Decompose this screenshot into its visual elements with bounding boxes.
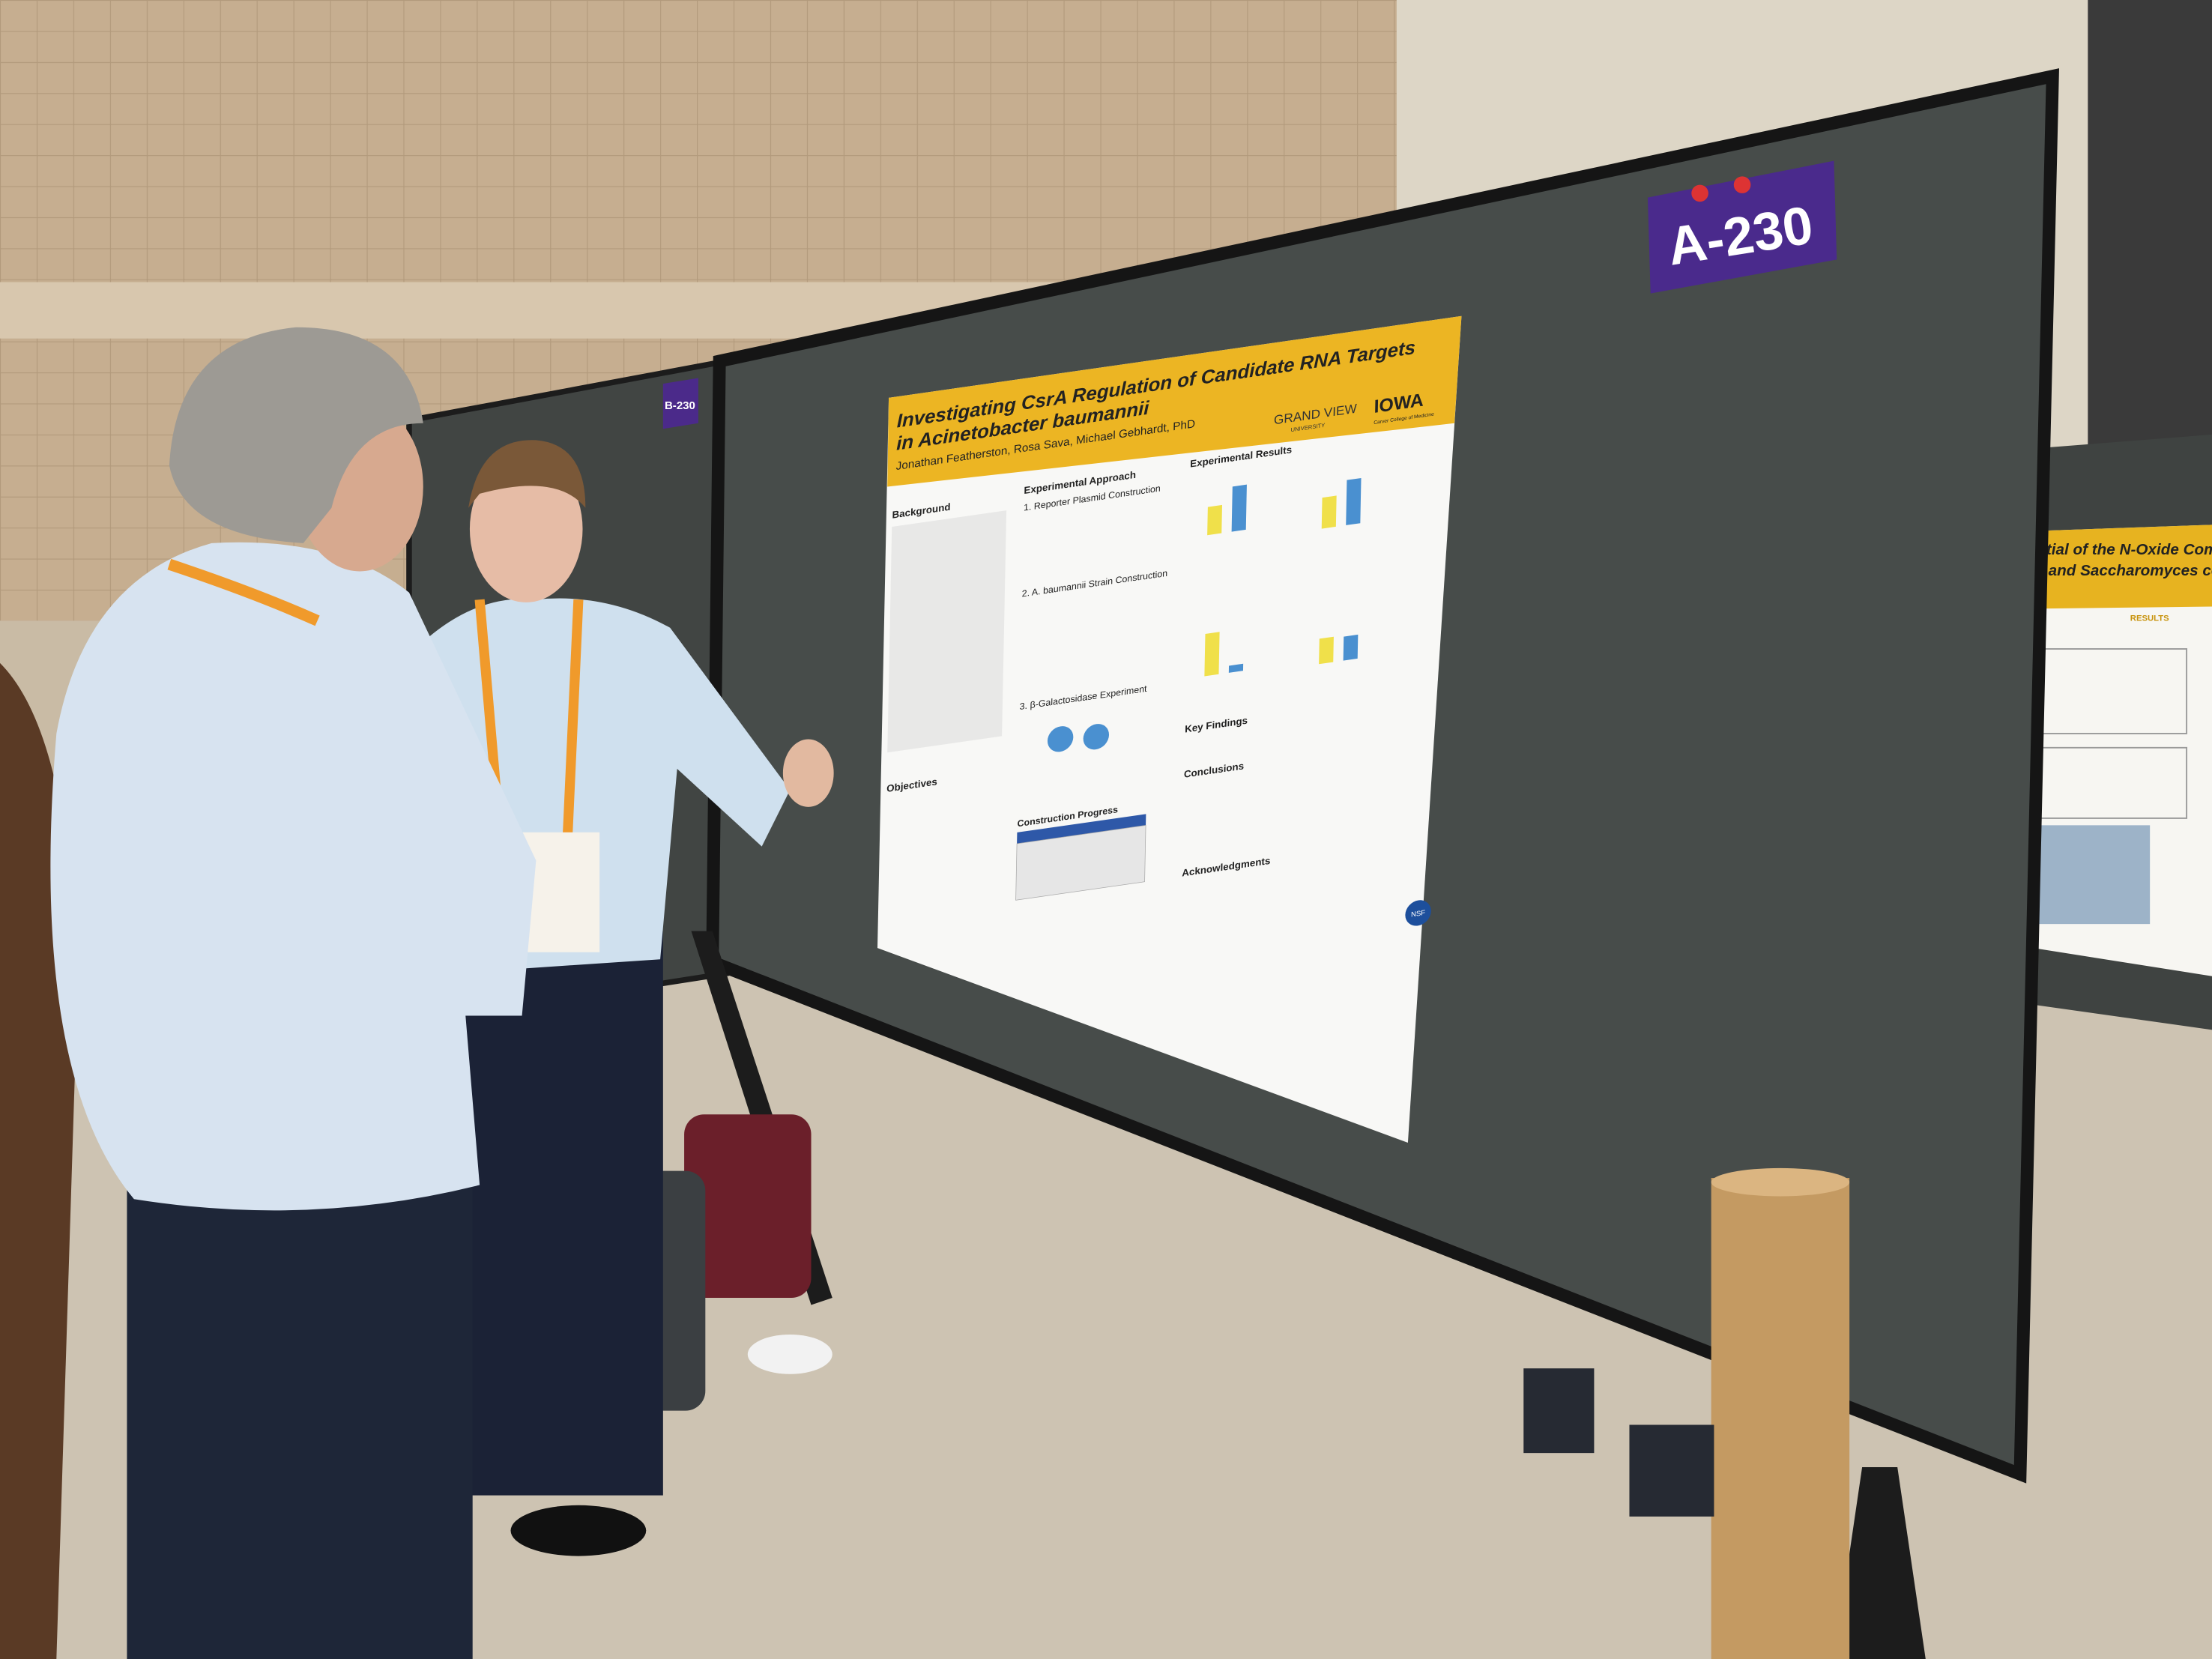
poster <box>877 315 1462 1143</box>
face <box>469 456 583 602</box>
bar <box>1228 663 1244 673</box>
board-leg <box>1834 1466 1926 1659</box>
pin <box>1691 184 1708 202</box>
bar <box>1231 484 1247 532</box>
hand <box>782 739 834 807</box>
left-sign-text: B-230 <box>665 399 695 412</box>
neighbor-images <box>2022 825 2151 925</box>
left-sign <box>662 378 698 429</box>
bar <box>1207 504 1222 536</box>
legs-behind <box>1523 1368 1595 1454</box>
text-block <box>887 510 1007 753</box>
bar <box>1343 634 1359 661</box>
neighbor-title: coli and Saccharomyces cerevis <box>2017 562 2212 579</box>
table <box>1015 824 1146 901</box>
bar <box>1321 495 1337 529</box>
paper <box>747 1334 832 1374</box>
shirt <box>50 542 537 1211</box>
poster-tube <box>1711 1178 1850 1659</box>
neighbor-heading: RESULTS <box>2130 614 2169 623</box>
nsf-logo <box>1405 900 1431 926</box>
pin <box>1733 176 1751 193</box>
neighbor-title: Potential of the N-Oxide Compou <box>2003 541 2212 558</box>
hair <box>169 327 423 543</box>
hair <box>468 440 586 508</box>
poster-banner <box>887 315 1462 487</box>
doorway <box>2088 0 2212 452</box>
bar <box>1319 636 1334 665</box>
jeans <box>127 1156 473 1659</box>
shoe <box>510 1505 647 1556</box>
figure <box>1047 726 1074 752</box>
figure <box>1083 724 1110 750</box>
bar <box>1204 632 1220 677</box>
pants <box>458 931 663 1496</box>
lanyard <box>167 558 320 626</box>
table-header <box>1017 814 1146 844</box>
tube-cap <box>1711 1167 1850 1197</box>
backpack <box>684 1114 812 1299</box>
legs-behind <box>1629 1424 1714 1517</box>
bar <box>1346 477 1362 525</box>
nsf-text: NSF <box>1411 909 1425 919</box>
